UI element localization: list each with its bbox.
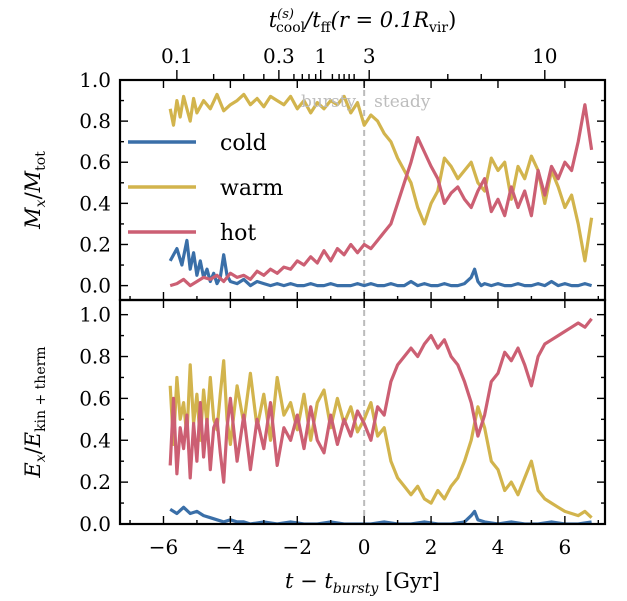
y-tick-label: 0.2 xyxy=(79,470,111,494)
legend-label-cold: cold xyxy=(220,131,267,156)
x-tick-label: 2 xyxy=(425,535,438,559)
y-tick-label: 0.8 xyxy=(79,345,111,369)
x-tick-label: −6 xyxy=(149,535,178,559)
series-line-cold xyxy=(168,238,593,288)
y-tick-label: 0.2 xyxy=(79,232,111,256)
legend-label-warm: warm xyxy=(220,176,283,201)
y-tick-label: 0.4 xyxy=(79,191,111,215)
x-tick-label: −4 xyxy=(216,535,245,559)
x-tick-label: 6 xyxy=(558,535,571,559)
series-line-warm xyxy=(168,359,593,519)
y-axis-label: Mx/Mtot xyxy=(21,151,49,230)
top-axis-label: t(s) cool/tff(r = 0.1Rvir) xyxy=(269,7,457,36)
y-tick-label: 0.4 xyxy=(79,428,111,452)
energy-fraction-panel: 0.0 0.2 0.4 0.6 0.8 1.0 Ex/Ekin + therm xyxy=(21,298,607,536)
x-axis-label: t − tbursty [Gyr] xyxy=(285,569,440,597)
series-line-hot xyxy=(168,317,593,484)
x-tick-label: −2 xyxy=(283,535,312,559)
top-tick-label: 0.1 xyxy=(161,44,193,68)
top-axis: 0.1 0.3 1 3 10 t(s) cool/tff(r = 0.1Rvir) xyxy=(161,7,558,80)
legend: cold warm hot xyxy=(128,131,283,246)
y-tick-label: 0.0 xyxy=(79,512,111,536)
annotation-steady: steady xyxy=(374,92,431,112)
top-tick-label: 0.3 xyxy=(263,44,295,68)
top-tick-label: 1 xyxy=(314,44,327,68)
y-tick-label: 0.8 xyxy=(79,109,111,133)
y-axis-label: Ex/Ekin + therm xyxy=(21,346,49,478)
y-tick-label: 0.6 xyxy=(79,150,111,174)
y-tick-label: 0.0 xyxy=(79,274,111,298)
x-tick-label: 0 xyxy=(358,535,371,559)
series-line-cold xyxy=(169,505,592,524)
y-tick-label: 1.0 xyxy=(79,68,111,92)
y-tick-label: 0.6 xyxy=(79,386,111,410)
x-tick-label: 4 xyxy=(492,535,505,559)
top-tick-label: 10 xyxy=(532,44,557,68)
legend-label-hot: hot xyxy=(220,221,256,246)
mass-fraction-panel: 0.0 0.2 0.4 0.6 0.8 1.0 Mx/Mtot bursty steady xyxy=(21,68,607,302)
panel-frame xyxy=(118,298,607,526)
top-tick-label: 3 xyxy=(363,44,376,68)
annotation-bursty: bursty xyxy=(301,92,357,112)
bottom-axis: −6 −4 −2 0 2 4 6 t − tbursty [Gyr] xyxy=(149,535,571,597)
y-tick-label: 1.0 xyxy=(79,303,111,327)
series-line-warm xyxy=(168,92,594,263)
series-line-hot xyxy=(169,103,594,288)
